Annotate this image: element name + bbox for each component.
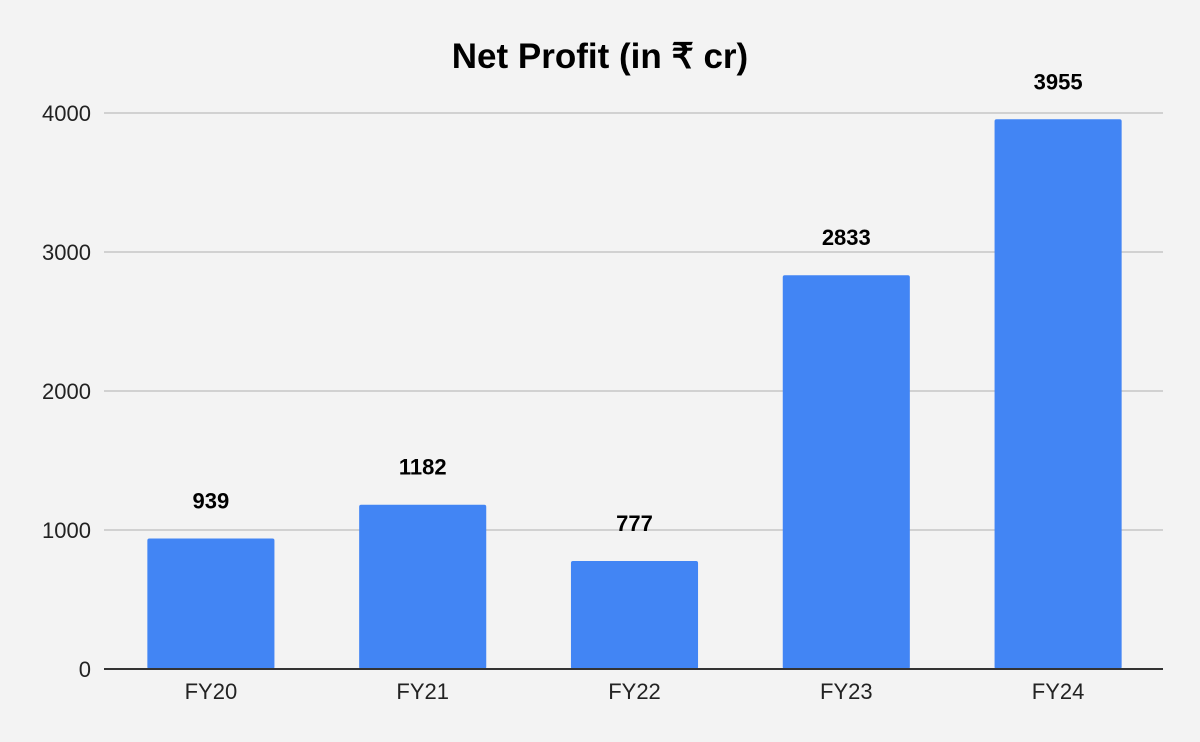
data-label-fy21: 1182 xyxy=(399,455,447,480)
bar-fy21 xyxy=(359,504,487,669)
bar-fy20 xyxy=(147,538,275,669)
y-tick-label: 3000 xyxy=(42,240,91,265)
y-tick-label: 1000 xyxy=(42,518,91,543)
y-axis-ticks: 0 1000 2000 3000 4000 xyxy=(42,101,91,682)
data-label-fy20: 939 xyxy=(193,488,230,513)
chart-title: Net Profit (in ₹ cr) xyxy=(452,37,748,76)
data-label-fy23: 2833 xyxy=(822,225,871,250)
x-tick-label: FY24 xyxy=(1032,679,1085,704)
x-axis-ticks: FY20 FY21 FY22 FY23 FY24 xyxy=(185,679,1085,704)
bar-fy24 xyxy=(994,119,1122,669)
x-tick-label: FY22 xyxy=(608,679,661,704)
y-tick-label: 4000 xyxy=(42,101,91,126)
x-tick-label: FY23 xyxy=(820,679,873,704)
data-label-fy24: 3955 xyxy=(1034,69,1083,94)
bar-fy23 xyxy=(782,275,910,669)
data-labels: 939 1182 777 2833 3955 xyxy=(193,69,1083,536)
y-tick-label: 0 xyxy=(79,657,91,682)
bars xyxy=(147,119,1122,669)
x-tick-label: FY21 xyxy=(396,679,449,704)
bar-fy22 xyxy=(570,560,699,669)
gridlines xyxy=(104,112,1163,531)
y-tick-label: 2000 xyxy=(42,379,91,404)
data-label-fy22: 777 xyxy=(616,511,653,536)
x-tick-label: FY20 xyxy=(185,679,238,704)
